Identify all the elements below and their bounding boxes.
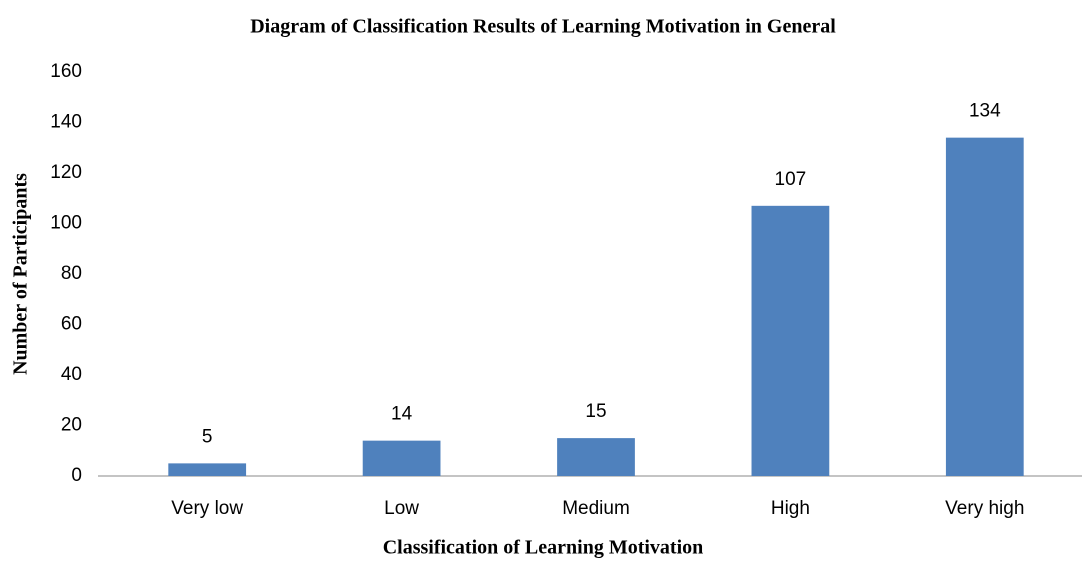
- x-tick-label: Very low: [171, 498, 243, 519]
- y-tick-label: 120: [50, 162, 82, 183]
- x-tick-label: Very high: [945, 498, 1024, 519]
- y-tick-label: 160: [50, 61, 82, 82]
- y-tick-label: 0: [71, 465, 82, 486]
- bar: [557, 438, 635, 476]
- data-label: 107: [775, 169, 807, 190]
- bar: [945, 137, 1024, 476]
- y-tick-label: 20: [61, 415, 82, 436]
- y-tick-label: 140: [50, 112, 82, 133]
- y-tick-label: 40: [61, 364, 82, 385]
- y-axis-label: Number of Participants: [10, 173, 32, 375]
- x-axis-label: Classification of Learning Motivation: [383, 537, 704, 559]
- x-tick-label: Low: [384, 498, 419, 519]
- chart-title: Diagram of Classification Results of Lea…: [250, 16, 836, 38]
- x-tick-label: High: [771, 498, 810, 519]
- x-tick-label: Medium: [562, 498, 630, 519]
- y-tick-label: 80: [61, 263, 82, 284]
- bar: [168, 463, 247, 476]
- bar: [751, 205, 830, 476]
- y-tick-label: 60: [61, 314, 82, 335]
- data-label: 134: [969, 101, 1001, 122]
- y-tick-label: 100: [50, 213, 82, 234]
- data-label: 15: [585, 401, 606, 422]
- data-label: 14: [391, 404, 413, 425]
- bar: [362, 440, 441, 476]
- data-label: 5: [202, 426, 213, 447]
